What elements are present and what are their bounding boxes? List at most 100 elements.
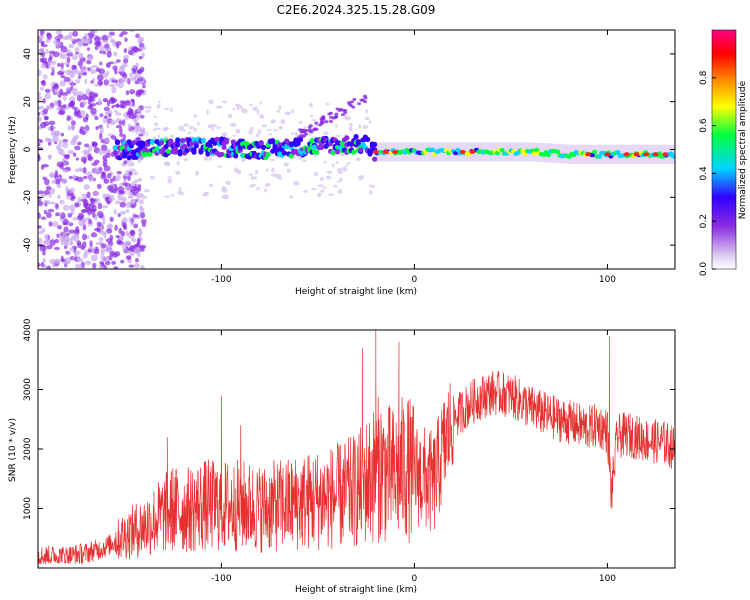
noise-blob <box>86 55 93 61</box>
noise-blob <box>284 111 291 116</box>
noise-blob <box>106 200 111 205</box>
noise-blob <box>303 189 308 193</box>
ridge-blob <box>131 140 137 146</box>
noise-blob <box>38 92 42 97</box>
ridge-blob <box>163 144 169 150</box>
noise-blob <box>259 101 263 105</box>
ridge-blob <box>189 140 195 147</box>
noise-blob <box>69 247 74 252</box>
noise-blob <box>253 176 258 180</box>
noise-blob <box>252 106 259 111</box>
noise-blob <box>121 197 127 203</box>
noise-blob <box>123 222 127 229</box>
ridge-halo <box>597 144 601 164</box>
noise-blob <box>119 104 125 109</box>
noise-blob <box>44 233 49 240</box>
noise-blob <box>153 115 158 118</box>
noise-blob <box>345 164 348 167</box>
noise-blob <box>100 250 105 257</box>
noise-blob <box>75 51 79 55</box>
noise-blob <box>38 106 42 110</box>
noise-blob <box>256 109 260 115</box>
noise-blob <box>79 126 85 132</box>
spectrogram-ylabel: Frequency (Hz) <box>8 116 18 184</box>
noise-blob <box>221 195 226 199</box>
noise-blob <box>56 161 64 168</box>
noise-blob <box>94 45 99 51</box>
noise-blob <box>125 209 130 213</box>
noise-blob <box>183 158 189 162</box>
noise-blob <box>38 225 42 229</box>
noise-blob <box>101 205 109 209</box>
noise-blob <box>61 36 69 41</box>
noise-blob <box>64 257 72 265</box>
noise-blob <box>337 167 343 173</box>
noise-blob <box>261 124 268 128</box>
noise-blob <box>119 79 126 83</box>
noise-blob <box>102 116 109 124</box>
noise-blob <box>60 53 67 60</box>
noise-blob <box>108 83 115 88</box>
ridge-blob <box>295 140 301 147</box>
x-tick-label: 0 <box>412 275 418 285</box>
noise-blob <box>90 66 94 70</box>
noise-blob <box>358 124 362 129</box>
noise-blob <box>95 67 101 73</box>
ridge-blob <box>140 140 146 146</box>
noise-blob <box>67 150 75 155</box>
noise-blob <box>56 233 60 238</box>
noise-blob <box>313 172 318 177</box>
noise-blob <box>96 74 104 82</box>
noise-blob <box>72 152 77 157</box>
noise-blob <box>76 91 84 96</box>
noise-blob <box>94 227 101 232</box>
streak-blob <box>319 119 324 123</box>
noise-blob <box>59 80 67 87</box>
noise-blob <box>319 176 325 182</box>
noise-blob <box>121 119 126 126</box>
noise-blob <box>120 210 126 215</box>
noise-blob <box>70 124 75 131</box>
noise-blob <box>83 202 89 207</box>
ridge-blob <box>531 151 538 156</box>
noise-blob <box>293 180 300 186</box>
ridge-peak <box>469 149 476 154</box>
noise-blob <box>114 266 118 269</box>
ridge-blob <box>365 136 371 143</box>
noise-blob <box>167 178 173 184</box>
noise-blob <box>46 244 53 250</box>
noise-blob <box>100 144 108 152</box>
noise-blob <box>135 33 140 39</box>
colorbar-tick-label: 0.4 <box>699 166 709 181</box>
streak-blob <box>334 115 339 119</box>
noise-blob <box>123 54 130 60</box>
ridge-blob <box>615 150 621 155</box>
noise-blob <box>256 133 260 138</box>
noise-blob <box>38 200 44 207</box>
noise-blob <box>138 133 144 137</box>
noise-blob <box>106 123 110 129</box>
noise-blob <box>109 178 114 184</box>
noise-blob <box>170 134 174 138</box>
noise-blob <box>55 41 60 48</box>
noise-blob <box>339 177 343 182</box>
noise-blob <box>145 131 149 137</box>
colorbar-tick-label: 0.0 <box>699 262 709 277</box>
streak-blob <box>347 102 352 106</box>
noise-blob <box>338 171 344 174</box>
noise-blob <box>222 100 228 104</box>
noise-blob <box>121 73 128 79</box>
noise-blob <box>105 152 111 158</box>
noise-blob <box>130 76 137 82</box>
noise-blob <box>130 198 136 205</box>
y-tick-label: 20 <box>23 96 33 108</box>
noise-blob <box>117 82 124 89</box>
noise-blob <box>82 100 87 106</box>
noise-blob <box>78 168 84 173</box>
noise-blob <box>309 114 314 118</box>
noise-blob <box>44 92 52 100</box>
noise-blob <box>137 89 145 94</box>
noise-blob <box>74 250 81 256</box>
ridge-blob <box>372 156 378 162</box>
noise-blob <box>103 106 110 112</box>
